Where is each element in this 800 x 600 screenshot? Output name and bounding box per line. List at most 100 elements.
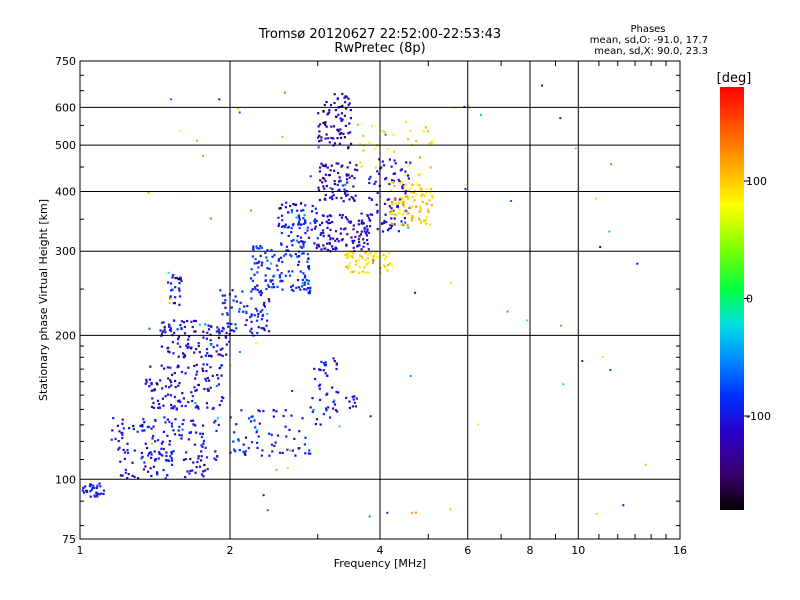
data-point — [304, 232, 307, 235]
data-point — [348, 400, 351, 403]
data-point — [177, 429, 180, 432]
data-point — [294, 253, 297, 256]
data-point — [93, 486, 96, 489]
data-point — [191, 395, 194, 398]
data-point — [224, 335, 227, 338]
data-point — [337, 240, 340, 243]
data-point — [160, 442, 163, 445]
data-point — [256, 441, 259, 444]
data-point — [329, 228, 332, 231]
data-point — [332, 400, 335, 404]
data-point — [172, 429, 175, 432]
data-point — [311, 410, 314, 413]
data-point — [195, 348, 198, 351]
data-point — [335, 115, 338, 118]
data-point — [309, 452, 312, 455]
axis-ticks: 1 2 4 6 8 10 16 75 100 200 300 400 500 600 750 — [55, 55, 687, 557]
data-point — [169, 455, 172, 458]
data-point — [332, 125, 336, 128]
data-point — [174, 286, 177, 289]
data-point — [162, 447, 165, 451]
data-point — [179, 324, 182, 327]
data-point — [306, 253, 309, 256]
data-point — [355, 397, 358, 400]
data-point — [230, 322, 233, 325]
data-point — [298, 223, 301, 226]
data-point — [341, 118, 344, 121]
data-point — [164, 331, 167, 334]
data-point — [141, 455, 144, 458]
data-point — [318, 368, 321, 371]
data-point — [260, 454, 263, 457]
data-point — [315, 212, 318, 215]
data-point — [375, 256, 378, 259]
data-point — [319, 423, 322, 426]
data-point — [148, 378, 151, 381]
data-point — [348, 122, 351, 125]
data-point — [152, 401, 155, 404]
data-point — [381, 129, 384, 132]
data-point — [99, 485, 102, 488]
data-point — [347, 104, 350, 107]
data-point — [277, 224, 280, 227]
data-point — [286, 448, 289, 451]
data-point — [169, 327, 172, 330]
data-point — [374, 166, 377, 169]
data-point — [178, 287, 181, 290]
data-point — [309, 222, 312, 225]
data-point — [366, 230, 369, 233]
data-point — [364, 251, 367, 254]
data-point — [188, 472, 191, 475]
data-point — [279, 451, 282, 454]
data-point — [284, 223, 287, 226]
data-point — [282, 254, 286, 257]
data-point — [204, 354, 207, 357]
data-point — [198, 323, 201, 326]
data-point — [195, 431, 198, 434]
data-point — [194, 424, 197, 427]
data-point — [326, 166, 329, 169]
data-point — [326, 113, 329, 116]
data-point — [339, 128, 342, 131]
data-point — [328, 234, 331, 237]
data-point — [318, 130, 321, 133]
data-point — [259, 245, 262, 248]
data-point — [204, 323, 207, 326]
data-point — [346, 254, 349, 257]
data-point — [217, 328, 220, 331]
data-point — [136, 430, 139, 433]
data-point — [180, 434, 183, 437]
data-point — [610, 163, 613, 166]
data-point — [321, 176, 325, 180]
data-point — [349, 131, 352, 134]
data-point — [306, 287, 310, 290]
data-point — [124, 471, 127, 474]
data-point — [398, 182, 401, 185]
data-point — [324, 407, 328, 410]
data-point — [259, 254, 262, 258]
data-point — [150, 427, 153, 430]
data-point — [202, 424, 205, 427]
data-point — [257, 266, 260, 269]
data-point — [254, 426, 257, 429]
data-point — [146, 426, 149, 429]
data-point — [298, 217, 301, 220]
data-point — [324, 361, 327, 364]
data-point — [366, 238, 369, 242]
data-point — [264, 279, 267, 282]
data-point — [317, 189, 321, 192]
data-point — [192, 423, 195, 426]
data-point — [297, 241, 300, 244]
data-point — [368, 515, 371, 518]
data-point — [172, 352, 175, 355]
data-point — [132, 424, 135, 428]
data-point — [409, 186, 413, 189]
data-point — [357, 219, 360, 222]
data-point — [581, 360, 584, 362]
data-point — [91, 486, 94, 490]
data-point — [145, 378, 148, 381]
data-point — [431, 140, 434, 143]
data-point — [331, 386, 334, 389]
data-point — [173, 405, 176, 408]
data-point — [464, 187, 467, 190]
